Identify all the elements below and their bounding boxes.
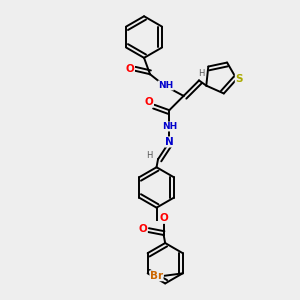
Text: H: H	[198, 69, 205, 78]
Text: O: O	[159, 213, 168, 224]
Text: S: S	[235, 74, 243, 84]
Text: N: N	[165, 137, 174, 147]
Text: O: O	[145, 97, 154, 107]
Text: Br: Br	[150, 271, 163, 281]
Text: O: O	[126, 64, 134, 74]
Text: NH: NH	[158, 81, 173, 90]
Text: NH: NH	[162, 122, 177, 131]
Text: H: H	[146, 151, 153, 160]
Text: O: O	[139, 224, 147, 234]
